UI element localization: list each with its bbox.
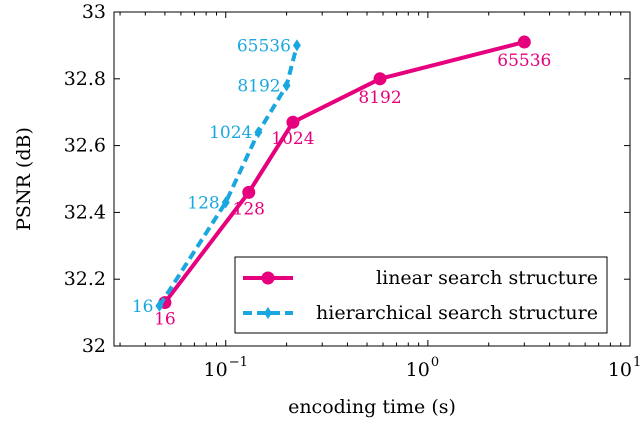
y-axis-label: PSNR (dB) — [13, 127, 35, 231]
data-point — [517, 35, 531, 49]
data-point — [242, 185, 256, 199]
y-tick-label: 32 — [82, 335, 106, 357]
y-tick-label: 32.6 — [64, 135, 106, 157]
legend-entry-linear: linear search structure — [243, 267, 598, 289]
legend-label-linear: linear search structure — [376, 267, 598, 289]
data-label: 65536 — [497, 51, 551, 71]
data-point — [155, 299, 164, 312]
data-point — [373, 72, 387, 86]
data-label: 16 — [154, 310, 176, 330]
data-label: 65536 — [237, 36, 291, 56]
data-point — [221, 196, 230, 209]
data-label: 8192 — [237, 76, 280, 96]
data-label: 128 — [187, 193, 219, 213]
data-label: 1024 — [209, 123, 252, 143]
data-label: 128 — [233, 199, 265, 219]
y-tick-label: 32.8 — [64, 68, 106, 90]
series-hierarchical: 16 128 1024 8192 65536 — [132, 36, 301, 317]
data-point — [254, 126, 263, 139]
x-tick-label: 10 0 — [406, 355, 439, 381]
data-label: 8192 — [358, 88, 401, 108]
x-axis-label: encoding time (s) — [288, 396, 456, 418]
x-tick-base: 10 — [204, 359, 228, 381]
x-tick-exponent: 1 — [633, 355, 641, 370]
plot-frame — [113, 11, 631, 347]
legend-label-hierarchical: hierarchical search structure — [316, 302, 598, 324]
data-point — [282, 79, 291, 92]
x-tick-base: 10 — [608, 359, 632, 381]
series-linear: 16 128 1024 8192 65536 — [154, 35, 551, 330]
x-tick-label: 10 −1 — [204, 355, 248, 381]
x-tick-exponent: −1 — [229, 355, 248, 370]
y-tick-label: 32.2 — [64, 268, 106, 290]
legend-box — [234, 256, 608, 334]
data-label: 16 — [132, 297, 154, 317]
data-point — [292, 39, 301, 52]
series-layer: 16 128 1024 8192 65536 16 128 1024 8192 65536 — [132, 35, 551, 330]
y-tick-label: 32.4 — [64, 201, 106, 223]
x-tick-exponent: 0 — [431, 355, 439, 370]
legend-marker-linear — [261, 271, 275, 285]
data-point — [286, 115, 300, 129]
y-tick-label: 33 — [82, 1, 106, 23]
data-label: 1024 — [271, 129, 314, 149]
legend-marker-hierarchical — [264, 307, 272, 319]
legend-entry-hierarchical: hierarchical search structure — [243, 302, 598, 324]
x-tick-base: 10 — [406, 359, 430, 381]
legend: linear search structure hierarchical sea… — [234, 256, 608, 334]
x-tick-label: 10 1 — [608, 355, 641, 381]
